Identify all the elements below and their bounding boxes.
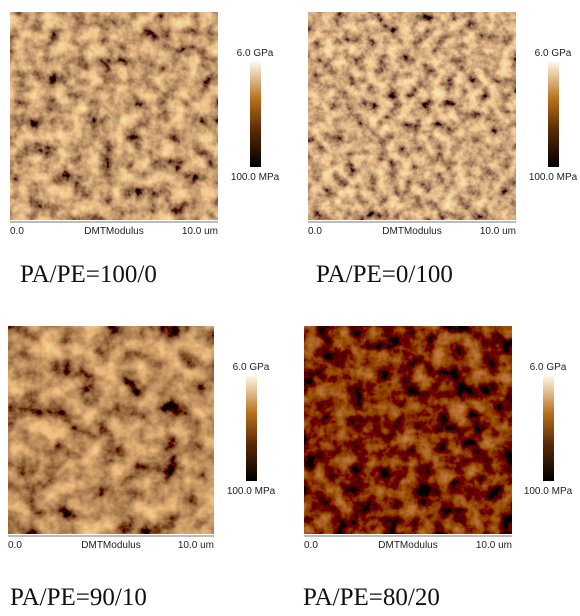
axis-end: 10.0 um — [178, 540, 214, 551]
axis-channel: DMTModulus — [84, 226, 143, 237]
afm-texture — [308, 12, 516, 220]
colorbar-max: 6.0 GPa — [237, 48, 274, 59]
colorbar-min: 100.0 MPa — [227, 486, 276, 497]
axis-start: 0.0 — [308, 226, 322, 237]
axis-start: 0.0 — [8, 540, 22, 551]
caption: PA/PE=80/20 — [303, 584, 440, 611]
afm-texture — [8, 326, 214, 534]
axis-end: 10.0 um — [480, 226, 516, 237]
axis-channel: DMTModulus — [378, 540, 437, 551]
colorbar-min: 100.0 MPa — [524, 486, 573, 497]
colorbar — [246, 376, 257, 481]
caption: PA/PE=100/0 — [20, 261, 157, 288]
colorbar — [543, 376, 554, 481]
colorbar — [250, 62, 261, 167]
figure: 0.0 DMTModulus 10.0 um 6.0 GPa 100.0 MPa PA/P… — [0, 0, 580, 616]
colorbar-min: 100.0 MPa — [529, 172, 578, 183]
axis-start: 0.0 — [304, 540, 318, 551]
caption: PA/PE=90/10 — [10, 584, 147, 611]
afm-texture — [10, 12, 218, 220]
axis-end: 10.0 um — [182, 226, 218, 237]
colorbar-min: 100.0 MPa — [231, 172, 280, 183]
colorbar-max: 6.0 GPa — [233, 362, 270, 373]
axis-start: 0.0 — [10, 226, 24, 237]
axis-channel: DMTModulus — [81, 540, 140, 551]
colorbar-max: 6.0 GPa — [535, 48, 572, 59]
axis-channel: DMTModulus — [382, 226, 441, 237]
afm-texture — [304, 326, 512, 534]
colorbar — [548, 62, 559, 167]
caption: PA/PE=0/100 — [316, 261, 453, 288]
axis-end: 10.0 um — [476, 540, 512, 551]
colorbar-max: 6.0 GPa — [530, 362, 567, 373]
